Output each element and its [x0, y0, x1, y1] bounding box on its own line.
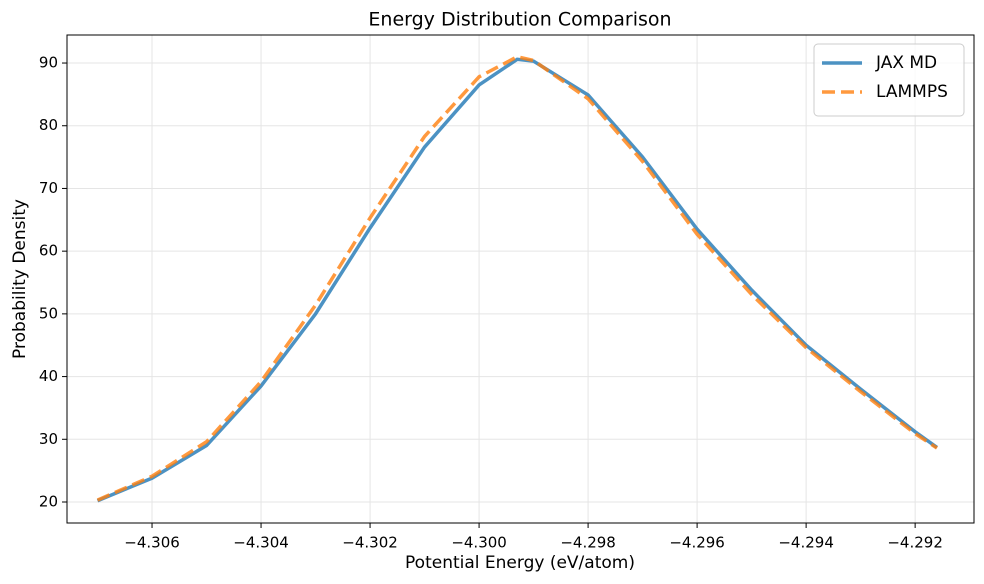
x-tick-label: −4.302: [342, 534, 398, 552]
y-tick-label: 30: [39, 430, 58, 448]
x-tick-label: −4.298: [560, 534, 616, 552]
legend-label: LAMMPS: [876, 82, 948, 102]
series-line: [96, 54, 938, 502]
x-tick-label: −4.292: [887, 534, 943, 552]
x-tick-label: −4.306: [124, 534, 180, 552]
x-axis-label: Potential Energy (eV/atom): [405, 553, 635, 573]
y-tick-label: 80: [39, 116, 58, 134]
plot-frame: [66, 34, 975, 524]
chart-title: Energy Distribution Comparison: [368, 9, 671, 31]
x-tick-label: −4.300: [451, 534, 507, 552]
legend-label: JAX MD: [875, 53, 937, 73]
x-tick-label: −4.296: [669, 534, 725, 552]
x-tick-label: −4.294: [778, 534, 834, 552]
y-tick-label: 90: [39, 54, 58, 72]
y-tick-label: 60: [39, 242, 58, 260]
y-tick-label: 40: [39, 367, 58, 385]
y-tick-label: 20: [39, 492, 58, 510]
y-tick-label: 50: [39, 304, 58, 322]
x-tick-label: −4.304: [233, 534, 289, 552]
y-tick-label: 70: [39, 179, 58, 197]
y-axis-label: Probability Density: [10, 199, 30, 359]
